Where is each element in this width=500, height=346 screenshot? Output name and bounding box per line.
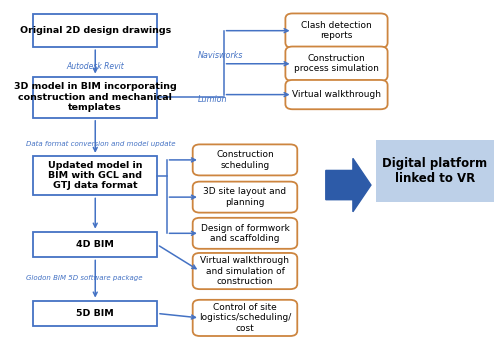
Text: 4D BIM: 4D BIM (76, 240, 114, 249)
Text: Virtual walkthrough: Virtual walkthrough (292, 90, 381, 99)
FancyBboxPatch shape (376, 140, 494, 202)
Text: Updated model in
BIM with GCL and
GTJ data format: Updated model in BIM with GCL and GTJ da… (48, 161, 142, 191)
Text: Design of formwork
and scaffolding: Design of formwork and scaffolding (200, 224, 290, 243)
Text: Digital platform
linked to VR: Digital platform linked to VR (382, 157, 487, 185)
FancyBboxPatch shape (286, 80, 388, 109)
Text: Data format conversion and model update: Data format conversion and model update (26, 141, 176, 147)
FancyBboxPatch shape (34, 156, 157, 195)
FancyBboxPatch shape (34, 15, 157, 47)
Text: Construction
scheduling: Construction scheduling (216, 150, 274, 170)
Text: Autodesk Revit: Autodesk Revit (66, 62, 124, 71)
FancyBboxPatch shape (192, 144, 298, 175)
FancyBboxPatch shape (192, 300, 298, 336)
FancyBboxPatch shape (286, 46, 388, 81)
FancyBboxPatch shape (34, 76, 157, 118)
FancyArrow shape (326, 158, 371, 212)
Text: Construction
process simulation: Construction process simulation (294, 54, 379, 73)
FancyBboxPatch shape (192, 182, 298, 213)
Text: Navisworks: Navisworks (198, 51, 243, 60)
FancyBboxPatch shape (34, 231, 157, 257)
Text: Original 2D design drawings: Original 2D design drawings (20, 26, 171, 35)
FancyBboxPatch shape (286, 13, 388, 48)
Text: 3D model in BIM incorporating
construction and mechanical
templates: 3D model in BIM incorporating constructi… (14, 82, 176, 112)
Text: Control of site
logistics/scheduling/
cost: Control of site logistics/scheduling/ co… (199, 303, 291, 333)
Text: 3D site layout and
planning: 3D site layout and planning (204, 188, 286, 207)
Text: Glodon BIM 5D software package: Glodon BIM 5D software package (26, 275, 143, 281)
FancyBboxPatch shape (34, 301, 157, 326)
Text: 5D BIM: 5D BIM (76, 309, 114, 318)
Text: Lumion: Lumion (198, 95, 227, 104)
Text: Clash detection
reports: Clash detection reports (301, 21, 372, 40)
FancyBboxPatch shape (192, 218, 298, 249)
Text: Virtual walkthrough
and simulation of
construction: Virtual walkthrough and simulation of co… (200, 256, 290, 286)
FancyBboxPatch shape (192, 253, 298, 289)
